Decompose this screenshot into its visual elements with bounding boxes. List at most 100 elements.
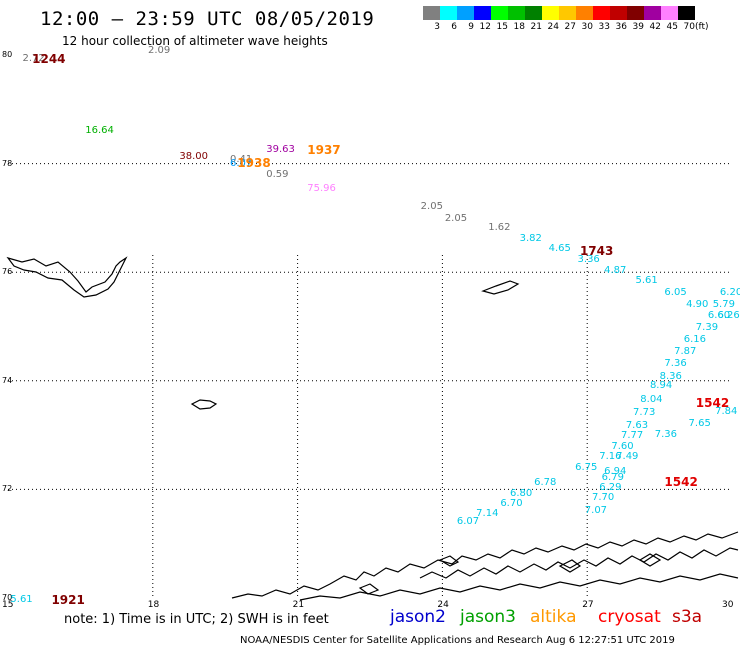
wave-height-label: 7.36: [664, 357, 687, 369]
latitude-tick-label: 80: [2, 50, 13, 59]
legend-swatch: [440, 6, 457, 20]
legend-label: 12: [479, 22, 491, 32]
wave-height-label: 2.72: [22, 53, 45, 65]
norway-coast-segment: [299, 573, 739, 601]
legend-label: 3: [434, 22, 440, 32]
wave-height-label: 4.87: [604, 265, 627, 277]
footer-note: note: 1) Time is in UTC; 2) SWH is in fe…: [64, 612, 329, 627]
legend-unit: (ft): [695, 22, 709, 32]
legend-label: 42: [649, 22, 661, 32]
legend-swatch: [423, 6, 440, 20]
bear-island-coast: [190, 399, 218, 410]
legend-label: 70: [683, 22, 695, 32]
legend-swatch: [678, 6, 695, 20]
wave-height-label: 0.41: [230, 153, 253, 165]
legend-swatch: [610, 6, 627, 20]
pass-time-label: 1542: [664, 474, 698, 489]
wave-height-label: 6.26: [717, 310, 740, 322]
color-legend: [423, 6, 695, 20]
legend-label: 36: [615, 22, 627, 32]
satellite-name-cryosat: cryosat: [598, 607, 661, 627]
legend-swatch: [525, 6, 542, 20]
legend-swatch: [644, 6, 661, 20]
wave-height-label: 2.05: [444, 212, 468, 224]
wave-height-label: 7.49: [616, 450, 639, 462]
legend-label: 18: [513, 22, 525, 32]
wave-height-label: 6.05: [664, 286, 687, 298]
longitude-tick-label: 15: [2, 600, 14, 610]
longitude-tick-label: 24: [437, 600, 449, 610]
wave-height-label: 7.39: [695, 322, 719, 334]
satellite-name-jason3: jason3: [460, 607, 516, 627]
spitsbergen-coast-segment: [6, 256, 128, 298]
wave-height-label: 39.63: [266, 144, 295, 156]
wave-height-label: 6.79: [601, 471, 624, 483]
satellite-name-s3a: s3a: [672, 607, 703, 627]
wave-height-label: 2.09: [147, 45, 171, 57]
wave-height-label: 38.00: [179, 151, 208, 163]
legend-label: 6: [451, 22, 457, 32]
map-title: 12:00 – 23:59 UTC 08/05/2019: [40, 8, 375, 30]
norway-coast-segment: [419, 547, 739, 579]
wave-height-label: 7.07: [584, 505, 608, 517]
pass-time-label: 1937: [307, 143, 341, 158]
wave-height-label: 7.84: [715, 406, 738, 418]
pass-time-label: 1921: [51, 593, 85, 608]
satellite-name-jason2: jason2: [390, 607, 446, 627]
map-subtitle: 12 hour collection of altimeter wave hei…: [62, 34, 328, 48]
wave-height-label: 8.04: [640, 394, 663, 406]
latitude-tick-label: 70: [2, 593, 13, 602]
norway-island-coast: [558, 559, 582, 573]
legend-label: 27: [564, 22, 576, 32]
wave-height-label: 7.60: [611, 441, 634, 453]
wave-height-label: 7.65: [688, 418, 711, 430]
latitude-tick-label: 74: [2, 375, 13, 385]
wave-height-label: 1.62: [488, 221, 511, 233]
satellite-name-altika: altika: [530, 607, 577, 627]
legend-label: 30: [581, 22, 593, 32]
pass-time-label: 1244: [32, 52, 66, 67]
legend-swatch: [457, 6, 474, 20]
wave-height-label: 3.82: [519, 232, 542, 244]
wave-height-label: 5.61: [10, 594, 33, 606]
wave-height-label: 6.07: [230, 158, 253, 170]
wave-height-label: 6.75: [575, 461, 598, 473]
wave-height-label: 2.05: [420, 201, 443, 213]
longitude-tick-label: 18: [147, 600, 160, 610]
legend-swatch: [508, 6, 525, 20]
wave-height-label: 6.70: [500, 497, 523, 509]
legend-swatch: [661, 6, 678, 20]
legend-label: 15: [496, 22, 508, 32]
wave-height-label: 7.70: [592, 492, 615, 504]
wave-height-label: 7.73: [633, 407, 656, 419]
legend-label: 33: [598, 22, 610, 32]
wave-height-label: 7.63: [625, 419, 649, 431]
wave-height-label: 16.64: [85, 125, 114, 137]
wave-height-label: 7.36: [654, 429, 678, 441]
wave-height-label: 3.36: [577, 254, 600, 266]
longitude-tick-label: 21: [292, 600, 305, 610]
footer-credit: NOAA/NESDIS Center for Satellite Applica…: [240, 635, 675, 646]
norway-island-coast: [438, 555, 460, 567]
wave-height-label: 7.77: [620, 429, 644, 441]
wave-height-label: 7.14: [476, 508, 499, 520]
legend-label: 45: [666, 22, 678, 32]
lat-lon-grid: [8, 163, 732, 598]
norway-island-coast: [638, 553, 662, 567]
legend-swatch: [474, 6, 491, 20]
pass-time-label: 1542: [695, 395, 730, 410]
wave-height-label: 8.36: [659, 370, 682, 382]
legend-label: 24: [547, 22, 559, 32]
legend-swatch: [593, 6, 610, 20]
wave-height-label: 6.78: [534, 476, 557, 488]
longitude-tick-label: 30: [722, 600, 734, 610]
wave-height-label: 7.87: [674, 345, 697, 357]
norway-coast-segment: [231, 531, 739, 599]
wave-height-label: 4.90: [686, 298, 709, 310]
wave-height-label: 5.61: [635, 274, 658, 286]
color-legend-labels: 3 6 9 12 15 18 21 24 27 30 33 36 39 42 45 70 (ft): [423, 22, 709, 32]
wave-height-label: 6.07: [456, 516, 480, 528]
wave-height-label: 4.65: [548, 243, 571, 255]
